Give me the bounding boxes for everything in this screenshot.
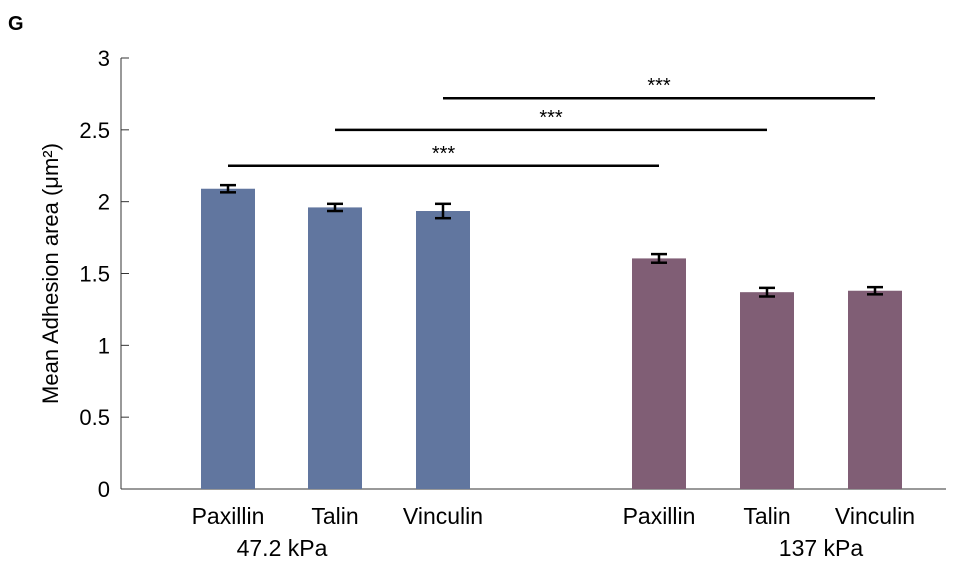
y-tick-label: 3	[98, 46, 110, 71]
bar	[740, 292, 794, 489]
y-axis-label-text: Mean Adhesion area	[38, 196, 63, 404]
bar	[308, 207, 362, 489]
bar	[632, 258, 686, 489]
panel-label: G	[8, 13, 24, 35]
category-label: Talin	[311, 503, 358, 529]
y-tick-label: 2	[98, 190, 110, 215]
bar	[848, 290, 902, 489]
bar	[201, 188, 255, 489]
group-label: 137 kPa	[779, 535, 864, 561]
y-tick-label: 0	[98, 477, 110, 502]
category-label: Talin	[743, 503, 790, 529]
y-tick-label: 1	[98, 333, 110, 358]
significance-label: ***	[647, 75, 671, 97]
group-label: 47.2 kPa	[237, 535, 328, 561]
category-label: Vinculin	[835, 503, 915, 529]
category-label: Paxillin	[192, 503, 265, 529]
bar	[416, 211, 470, 489]
category-label: Paxillin	[623, 503, 696, 529]
category-label: Vinculin	[403, 503, 483, 529]
y-tick-label: 0.5	[79, 405, 110, 430]
y-axis-label-unit: (μm²)	[38, 143, 63, 196]
y-axis-label: Mean Adhesion area (μm²)	[38, 143, 63, 404]
significance-label: ***	[539, 107, 563, 129]
y-tick-label: 1.5	[79, 262, 110, 287]
plot-area: 0 0.5 1 1.5 2 2.5 3 Mean Adhesion area (μm²) Pax…	[38, 46, 946, 561]
y-tick-label: 2.5	[79, 118, 110, 143]
significance-label: ***	[432, 143, 456, 165]
